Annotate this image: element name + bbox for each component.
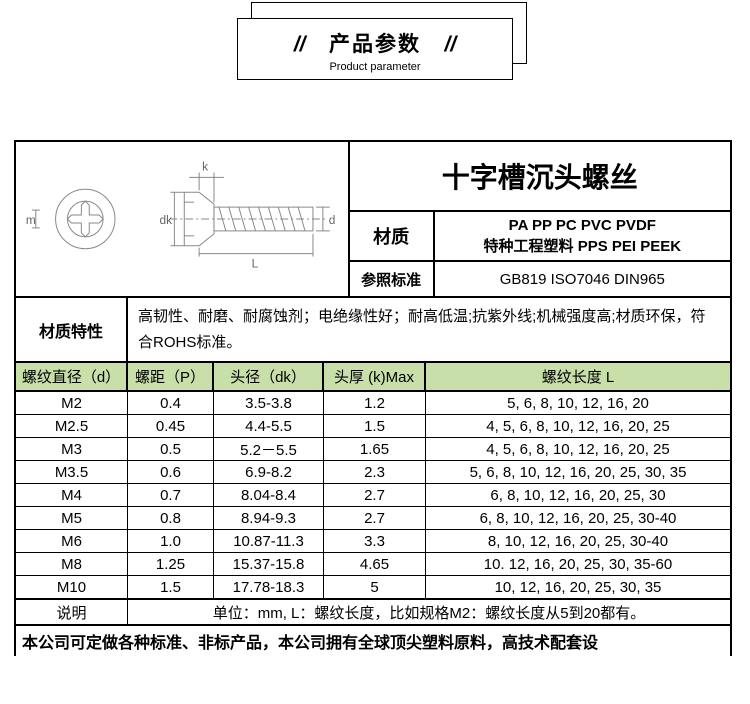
cell: 1.2 (324, 392, 426, 414)
cell: M8 (16, 553, 128, 575)
cell: 6, 8, 10, 12, 16, 20, 25, 30-40 (426, 507, 730, 529)
note-row: 说明 单位：mm, L：螺纹长度，比如规格M2：螺纹长度从5到20都有。 (16, 600, 730, 626)
cell: 4.65 (324, 553, 426, 575)
product-title: 十字槽沉头螺丝 (350, 142, 730, 212)
cell: 5 (324, 576, 426, 598)
cell: 6.9-8.2 (214, 461, 324, 483)
product-info: 十字槽沉头螺丝 材质 PA PP PC PVC PVDF 特种工程塑料 PPS … (350, 142, 730, 296)
slash-right: // (445, 33, 457, 56)
cell: 3.3 (324, 530, 426, 552)
screw-diagram-svg: m k dk d L (16, 142, 348, 296)
col-dk: 头径（dk） (214, 363, 324, 390)
footer-text: 本公司可定做各种标准、非标产品，本公司拥有全球顶尖塑料原料，高技术配套设 (16, 626, 730, 656)
title-cn: // 产品参数 // (238, 28, 512, 58)
cell: 4.4-5.5 (214, 415, 324, 437)
properties-text: 高韧性、耐磨、耐腐蚀剂；电绝缘性好；耐高低温;抗紫外线;机械强度高;材质环保，符… (128, 298, 730, 361)
cell: 0.4 (128, 392, 214, 414)
dim-dk: dk (160, 213, 173, 227)
cell: 1.0 (128, 530, 214, 552)
cell: 1.25 (128, 553, 214, 575)
top-row: m k dk d L 十字槽沉头螺丝 材质 PA PP PC PVC PVDF … (16, 142, 730, 298)
cell: 0.5 (128, 438, 214, 460)
cell: 15.37-15.8 (214, 553, 324, 575)
screw-diagram: m k dk d L (16, 142, 350, 296)
cell: 3.5-3.8 (214, 392, 324, 414)
table-row: M3.50.66.9-8.22.35, 6, 8, 10, 12, 16, 20… (16, 461, 730, 484)
material-line1: PA PP PC PVC PVDF (509, 215, 656, 236)
cell: 4, 5, 6, 8, 10, 12, 16, 20, 25 (426, 415, 730, 437)
cell: 10, 12, 16, 20, 25, 30, 35 (426, 576, 730, 598)
dim-L: L (252, 257, 259, 271)
table-row: M20.43.5-3.81.25, 6, 8, 10, 12, 16, 20 (16, 392, 730, 415)
cell: 2.7 (324, 484, 426, 506)
cell: 10.87-11.3 (214, 530, 324, 552)
title-box: // 产品参数 // Product parameter (237, 18, 513, 80)
dim-m: m (26, 213, 36, 227)
cell: 8.04-8.4 (214, 484, 324, 506)
cell: 1.65 (324, 438, 426, 460)
data-rows: M20.43.5-3.81.25, 6, 8, 10, 12, 16, 20M2… (16, 392, 730, 600)
dim-d: d (329, 213, 336, 227)
col-d: 螺纹直径（d） (16, 363, 128, 390)
spec-sheet: m k dk d L 十字槽沉头螺丝 材质 PA PP PC PVC PVDF … (14, 140, 732, 656)
dim-k: k (202, 159, 208, 173)
table-row: M40.78.04-8.42.76, 8, 10, 12, 16, 20, 25… (16, 484, 730, 507)
cell: 8.94-9.3 (214, 507, 324, 529)
table-row: M101.517.78-18.3510, 12, 16, 20, 25, 30,… (16, 576, 730, 600)
cell: 17.78-18.3 (214, 576, 324, 598)
cell: 0.6 (128, 461, 214, 483)
cell: 8, 10, 12, 16, 20, 25, 30-40 (426, 530, 730, 552)
material-row: 材质 PA PP PC PVC PVDF 特种工程塑料 PPS PEI PEEK (350, 212, 730, 262)
cell: M10 (16, 576, 128, 598)
cell: M6 (16, 530, 128, 552)
cell: M5 (16, 507, 128, 529)
cell: 6, 8, 10, 12, 16, 20, 25, 30 (426, 484, 730, 506)
slash-left: // (294, 33, 306, 56)
properties-row: 材质特性 高韧性、耐磨、耐腐蚀剂；电绝缘性好；耐高低温;抗紫外线;机械强度高;材… (16, 298, 730, 363)
cell: 1.5 (324, 415, 426, 437)
standard-row: 参照标准 GB819 ISO7046 DIN965 (350, 262, 730, 296)
col-p: 螺距（P） (128, 363, 214, 390)
cell: M3.5 (16, 461, 128, 483)
cell: M2 (16, 392, 128, 414)
table-row: M61.010.87-11.33.38, 10, 12, 16, 20, 25,… (16, 530, 730, 553)
table-row: M30.55.2－5.51.654, 5, 6, 8, 10, 12, 16, … (16, 438, 730, 461)
material-line2: 特种工程塑料 PPS PEI PEEK (484, 236, 682, 257)
cell: 5, 6, 8, 10, 12, 16, 20, 25, 30, 35 (426, 461, 730, 483)
note-label: 说明 (16, 600, 128, 624)
cell: 10. 12, 16, 20, 25, 30, 35-60 (426, 553, 730, 575)
cell: M2.5 (16, 415, 128, 437)
cell: 2.3 (324, 461, 426, 483)
cell: 4, 5, 6, 8, 10, 12, 16, 20, 25 (426, 438, 730, 460)
table-row: M2.50.454.4-5.51.54, 5, 6, 8, 10, 12, 16… (16, 415, 730, 438)
material-value: PA PP PC PVC PVDF 特种工程塑料 PPS PEI PEEK (435, 212, 730, 260)
cell: 2.7 (324, 507, 426, 529)
table-row: M50.88.94-9.32.76, 8, 10, 12, 16, 20, 25… (16, 507, 730, 530)
standard-label: 参照标准 (350, 262, 435, 296)
material-label: 材质 (350, 212, 435, 260)
properties-label: 材质特性 (16, 298, 128, 361)
cell: 5.2－5.5 (214, 438, 324, 460)
title-cn-text: 产品参数 (329, 33, 421, 56)
cell: 0.8 (128, 507, 214, 529)
note-text: 单位：mm, L：螺纹长度，比如规格M2：螺纹长度从5到20都有。 (128, 600, 730, 624)
cell: M3 (16, 438, 128, 460)
cell: 5, 6, 8, 10, 12, 16, 20 (426, 392, 730, 414)
table-header: 螺纹直径（d） 螺距（P） 头径（dk） 头厚 (k)Max 螺纹长度 L (16, 363, 730, 392)
header: // 产品参数 // Product parameter (0, 0, 750, 120)
standard-value: GB819 ISO7046 DIN965 (435, 262, 730, 296)
col-k: 头厚 (k)Max (324, 363, 426, 390)
table-row: M81.2515.37-15.84.6510. 12, 16, 20, 25, … (16, 553, 730, 576)
title-en: Product parameter (238, 61, 512, 73)
cell: 1.5 (128, 576, 214, 598)
cell: 0.45 (128, 415, 214, 437)
cell: 0.7 (128, 484, 214, 506)
col-l: 螺纹长度 L (426, 363, 730, 390)
cell: M4 (16, 484, 128, 506)
